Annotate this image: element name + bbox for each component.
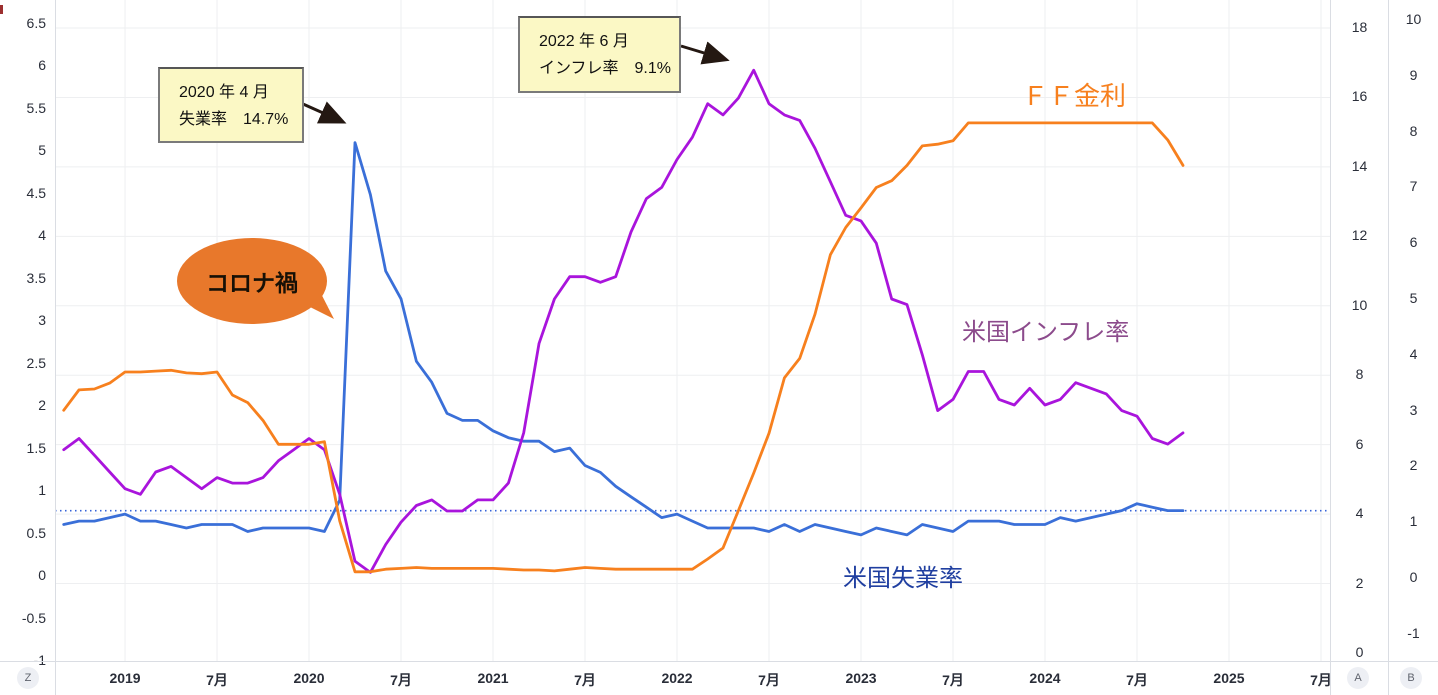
left-axis-tick: -1	[33, 652, 46, 668]
right-axis-b-tick: 4	[1409, 345, 1418, 362]
callout-2022-june[interactable]: 2022 年 6 月 インフレ率 9.1%	[518, 16, 681, 93]
right-axis-a-tick: 0	[1355, 644, 1364, 660]
right-axis-b-tick: -1	[1407, 624, 1420, 641]
left-axis-tick: 1	[38, 482, 46, 498]
time-axis-tick: 2024	[1029, 670, 1061, 686]
time-axis-tick: 2019	[109, 670, 141, 686]
time-axis-tick: 2023	[845, 670, 877, 686]
right-axis-a-tick: 14	[1351, 157, 1368, 174]
plot-area[interactable]	[0, 0, 1438, 661]
callout-line: 2022 年 6 月	[539, 33, 629, 50]
time-axis-tick: 7月	[574, 672, 596, 688]
time-axis-tick: 7月	[758, 672, 780, 688]
arrow-to-unemployment-peak	[302, 101, 347, 124]
callout-line: 失業率 14.7%	[179, 111, 289, 128]
series-line-米国失業率[interactable]	[62, 141, 1185, 537]
scale-button-b[interactable]: B	[1400, 667, 1422, 689]
right-axis-a-tick: 8	[1355, 366, 1364, 383]
callout-2020-april[interactable]: 2020 年 4 月 失業率 14.7%	[158, 67, 304, 143]
right-axis-b-tick: 10	[1405, 11, 1422, 27]
time-axis-tick: 7月	[1126, 672, 1148, 688]
series-line-米国インフレ率[interactable]	[62, 68, 1185, 574]
left-axis-tick: 4	[38, 227, 46, 243]
time-axis-tick: 7月	[206, 672, 228, 688]
series-label-ff-rate[interactable]: ＦＦ金利	[1022, 81, 1127, 111]
left-axis-tick: 5.5	[26, 99, 46, 116]
right-axis-a-tick: 4	[1355, 505, 1364, 522]
right-axis-a-tick: 18	[1351, 19, 1368, 35]
corona-bubble-text: コロナ禍	[206, 270, 298, 296]
left-axis-tick: 2	[38, 397, 46, 413]
right-axis-b-tick: 0	[1409, 569, 1418, 585]
series-label-inflation[interactable]: 米国インフレ率	[962, 319, 1130, 346]
time-axis-tick: 2025	[1213, 670, 1245, 686]
series-label-unemployment[interactable]: 米国失業率	[843, 565, 963, 592]
left-axis-tick: 3.5	[26, 269, 46, 286]
right-axis-a-border	[1330, 0, 1331, 695]
callout-line: インフレ率 9.1%	[539, 60, 671, 77]
right-axis-b-tick: 3	[1409, 401, 1418, 418]
right-axis-a-tick: 10	[1351, 296, 1368, 313]
scale-button-z[interactable]: Z	[17, 667, 39, 689]
left-axis-border	[55, 0, 56, 695]
right-axis-a-tick: 6	[1355, 435, 1364, 452]
left-axis-tick: 4.5	[26, 184, 46, 201]
left-axis-tick: 6	[38, 57, 46, 73]
right-axis-a-tick: 16	[1351, 88, 1368, 105]
left-edge-artifact	[0, 5, 3, 14]
time-axis-tick: 2021	[477, 670, 509, 686]
arrow-to-inflation-peak	[680, 41, 730, 65]
time-axis-border	[0, 661, 1438, 662]
series-line-ＦＦ金利[interactable]	[62, 121, 1185, 574]
right-axis-b-tick: 7	[1409, 178, 1418, 195]
callout-arrows	[302, 41, 730, 124]
left-axis-tick: 1.5	[26, 439, 46, 456]
corona-bubble[interactable]: コロナ禍	[177, 238, 327, 324]
left-axis-tick: 0.5	[26, 524, 46, 541]
right-axis-b-tick: 1	[1409, 513, 1418, 530]
scale-button-a[interactable]: A	[1347, 667, 1369, 689]
left-axis-tick: -0.5	[21, 609, 46, 626]
right-axis-b-tick: 6	[1409, 234, 1418, 251]
left-axis-tick: 5	[38, 142, 46, 158]
right-axis-a-tick: 12	[1351, 227, 1368, 244]
time-axis-tick: 2020	[293, 670, 325, 686]
time-axis-tick: 7月	[390, 672, 412, 688]
time-axis-tick: 7月	[1310, 672, 1332, 688]
left-axis-tick: 2.5	[26, 354, 46, 371]
right-axis-b-tick: 2	[1409, 457, 1418, 474]
left-axis-tick: 3	[38, 312, 46, 328]
right-axis-a-tick: 2	[1355, 574, 1364, 591]
right-axis-b-border	[1388, 0, 1389, 695]
gridlines	[55, 0, 1330, 661]
callout-line: 2020 年 4 月	[179, 84, 269, 101]
right-axis-b-tick: 5	[1409, 290, 1418, 306]
right-axis-b-tick: 8	[1409, 122, 1418, 139]
time-axis-tick: 7月	[942, 672, 964, 688]
left-axis-tick: 0	[38, 567, 46, 583]
time-axis-tick: 2022	[661, 670, 693, 686]
left-axis-tick: 6.5	[26, 14, 46, 31]
right-axis-b-tick: 9	[1409, 66, 1418, 83]
